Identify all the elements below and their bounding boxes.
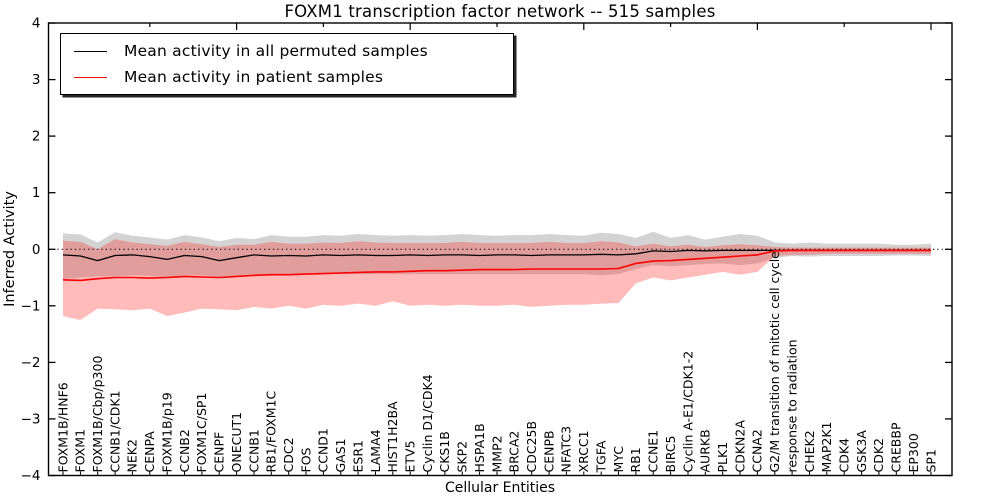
x-tick-label: CHEK2 [802,430,817,472]
y-tick-label: 1 [32,185,41,201]
y-tick-label: 2 [32,129,41,145]
x-tick-label: CDKN2A [732,420,747,473]
x-tick-label: PLK1 [715,442,730,473]
x-tick-label: GAS1 [333,438,348,472]
x-tick-label: FOXM1B/p19 [160,392,175,472]
y-tick-label: −2 [21,355,41,371]
x-tick-label: FOXM1B/HNF6 [55,382,70,472]
x-tick-label: RB1 [628,447,643,472]
x-tick-label: Cyclin A-E1/CDK1-2 [680,351,695,473]
x-tick-label: RB1/FOXM1C [264,391,279,473]
x-tick-label: response to radiation [784,339,799,472]
x-tick-label: SP1 [923,449,938,472]
x-tick-label: CKS1B [437,431,452,472]
x-tick-label: CCND1 [316,428,331,472]
x-tick-label: Cyclin D1/CDK4 [420,374,435,472]
permuted-line-sample-icon [74,50,107,52]
x-tick-label: FOXM1B/Cbp/p300 [90,356,105,473]
x-tick-label: ETV5 [403,440,418,472]
x-tick-label: CCNA2 [750,429,765,472]
x-tick-label: CDK2 [871,438,886,473]
y-tick-label: −4 [21,468,41,484]
x-tick-label: SKP2 [455,441,470,473]
x-tick-label: CDK4 [837,438,852,473]
legend-label-permuted: Mean activity in all permuted samples [124,42,428,60]
y-tick-label: −3 [21,411,41,427]
x-tick-label: AURKB [698,429,713,472]
x-tick-label: GSK3A [854,430,869,473]
x-tick-label: G2/M transition of mitotic cell cycle [767,251,782,473]
x-tick-label: BRCA2 [507,431,522,473]
x-tick-label: HIST1H2BA [385,401,400,473]
x-tick-label: CDC2 [281,437,296,472]
x-tick-label: FOXM1 [73,429,88,473]
legend: Mean activity in all permuted samples Me… [60,33,514,95]
y-tick-label: −1 [21,298,41,314]
y-tick-label: 0 [32,242,41,258]
x-tick-label: CCNB1/CDK1 [107,390,122,472]
x-tick-label: CENPF [212,432,227,473]
x-tick-label: XRCC1 [576,430,591,472]
x-tick-label: FOXM1C/SP1 [194,393,209,473]
x-tick-label: ESR1 [350,440,365,472]
x-tick-label: CCNB1 [246,429,261,472]
legend-item-permuted: Mean activity in all permuted samples [74,42,513,60]
x-tick-label: CENPB [541,430,556,472]
x-tick-label: CREBBP [889,422,904,472]
y-axis-label: Inferred Activity [2,191,18,307]
legend-item-patient: Mean activity in patient samples [74,68,513,86]
x-tick-label: FOS [298,447,313,472]
x-tick-label: CDC25B [524,421,539,473]
x-tick-label: MAP2K1 [819,422,834,473]
x-tick-label: CCNE1 [646,430,661,473]
patient-line [62,249,931,282]
x-tick-label: TGFA [594,440,609,473]
y-tick-label: 4 [32,16,41,32]
x-tick-label: NFATC3 [559,426,574,473]
x-tick-label: HSPA1B [472,423,487,472]
x-tick-label: MYC [611,446,626,473]
y-tick-label: 3 [32,72,41,88]
x-tick-label: LAMA4 [368,429,383,472]
legend-label-patient: Mean activity in patient samples [124,68,384,86]
x-tick-label: CCNB2 [177,429,192,472]
x-axis-label: Cellular Entities [444,480,556,496]
x-tick-label: ONECUT1 [229,412,244,473]
x-tick-label: EP300 [906,433,921,472]
patient-band [63,239,931,320]
x-tick-label: MMP2 [489,435,504,472]
x-tick-label: BIRC5 [663,435,678,472]
chart-title: FOXM1 transcription factor network -- 51… [284,2,716,21]
patient-line-sample-icon [74,76,107,78]
x-tick-label: CENPA [142,431,157,473]
x-tick-label: NEK2 [125,439,140,472]
